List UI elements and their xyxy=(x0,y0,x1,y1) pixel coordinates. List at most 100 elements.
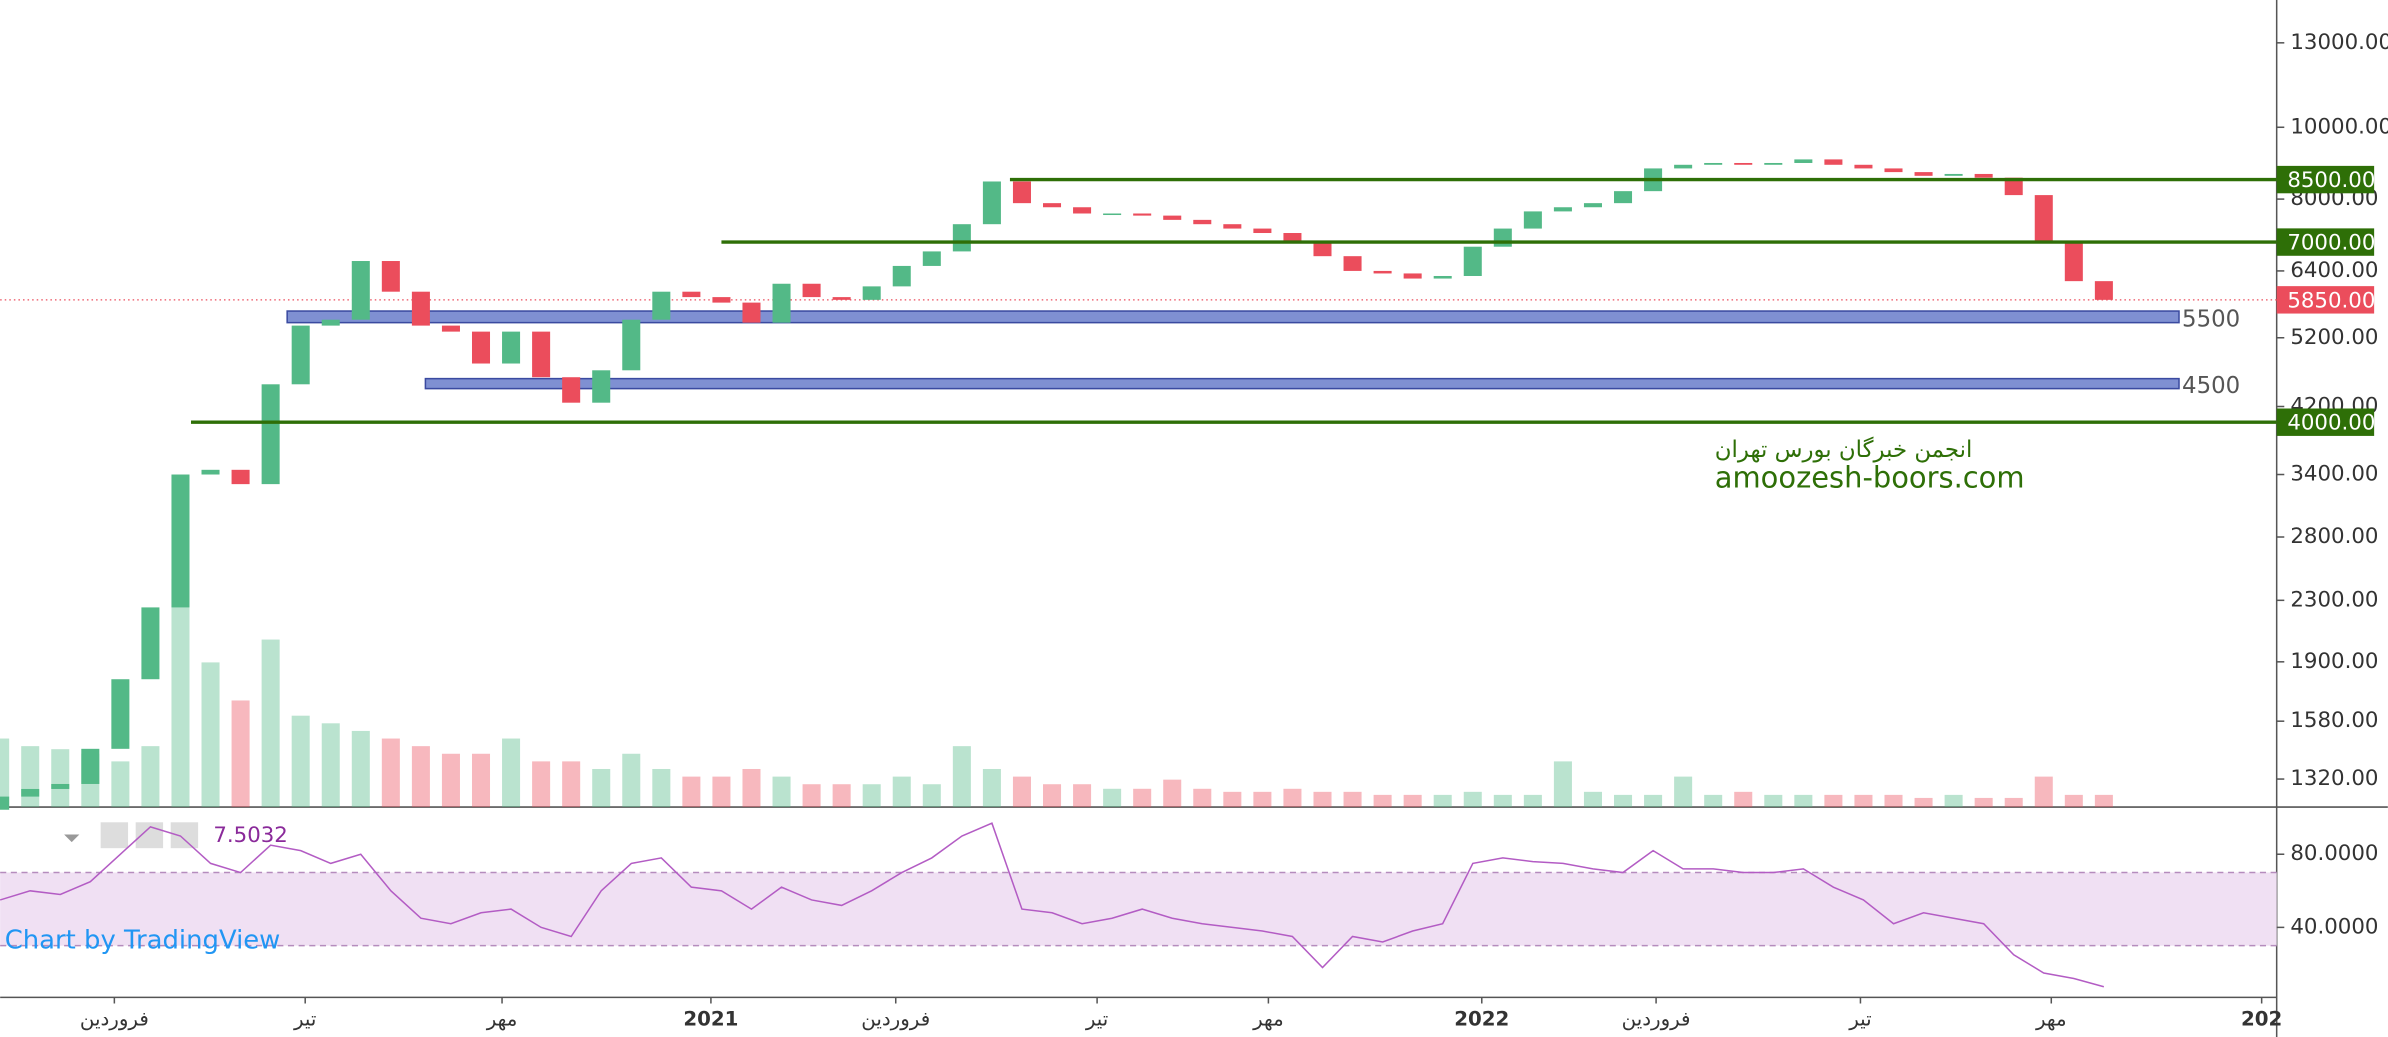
volume-bar xyxy=(952,746,971,808)
volume-bar xyxy=(982,768,1001,808)
volume-bar xyxy=(411,746,430,808)
volume-bar xyxy=(1073,784,1092,808)
candle-body xyxy=(1944,173,1963,176)
settings-icon[interactable] xyxy=(135,822,164,849)
volume-bar xyxy=(1974,797,1993,808)
candle-body xyxy=(1193,219,1212,225)
candle-body xyxy=(1734,162,1753,165)
candle-body xyxy=(1854,164,1873,169)
eye-icon[interactable] xyxy=(100,822,129,849)
candle-body xyxy=(1133,213,1152,216)
close-icon[interactable] xyxy=(170,822,199,849)
volume-bar xyxy=(1674,776,1693,808)
y-tick-label: 1320.00 xyxy=(2290,766,2378,791)
candle-body xyxy=(1523,211,1542,229)
volume-bar xyxy=(862,784,881,808)
candle-body xyxy=(1253,228,1272,234)
candle-body xyxy=(1043,203,1062,208)
candle-body xyxy=(51,783,70,789)
candle-body xyxy=(1493,228,1512,247)
x-tick-label: تیر xyxy=(293,1008,316,1031)
candle-body xyxy=(1403,273,1422,279)
candle-body xyxy=(441,325,460,332)
candle-body xyxy=(802,283,821,298)
indicator-toolbar xyxy=(64,822,199,849)
credit: Chart by TradingView xyxy=(5,926,281,956)
candle-body xyxy=(712,297,731,303)
candle-body xyxy=(2064,242,2083,282)
candle-body xyxy=(171,474,190,608)
candle-body xyxy=(411,291,430,326)
collapse-icon[interactable] xyxy=(64,834,80,843)
candle-body xyxy=(21,788,40,797)
volume-bar xyxy=(111,761,130,808)
volume-bar xyxy=(562,761,581,808)
candle-body xyxy=(1674,164,1693,169)
x-tick-label: 2022 xyxy=(1454,1008,1509,1031)
candle-body xyxy=(532,331,551,378)
volume-bar xyxy=(1463,791,1482,808)
volume-bar xyxy=(1914,797,1933,808)
volume-bar xyxy=(1944,794,1963,808)
rsi-band xyxy=(0,872,2277,946)
volume-bar xyxy=(1343,791,1362,808)
volume-bar xyxy=(1493,794,1512,808)
volume-bar xyxy=(622,753,641,808)
candle-body xyxy=(682,291,701,298)
marks: 13000.0010000.008000.006400.005200.00420… xyxy=(0,30,2388,1031)
candle-body xyxy=(1012,181,1031,204)
candle-body xyxy=(2094,281,2113,300)
volume-bar xyxy=(351,730,370,808)
candle-body xyxy=(2034,195,2053,243)
x-tick-label: تیر xyxy=(1085,1008,1108,1031)
candle-body xyxy=(562,377,581,403)
candle-body xyxy=(1223,224,1242,229)
volume-bar xyxy=(1734,791,1753,808)
x-tick-label: فروردین xyxy=(861,1008,930,1031)
y-tick-label: 13000.00 xyxy=(2290,30,2388,55)
candle-body xyxy=(742,302,761,323)
candle-body xyxy=(1433,275,1452,279)
candle-body xyxy=(141,607,160,680)
candle-body xyxy=(471,331,491,364)
y-tick-label: 10000.00 xyxy=(2290,114,2388,139)
candle-body xyxy=(952,224,971,252)
candle-body xyxy=(201,469,220,475)
candle-body xyxy=(1073,207,1092,214)
rsi-value: 7.5032 xyxy=(213,823,288,848)
candle-body xyxy=(81,748,100,784)
x-tick-label: مهر xyxy=(486,1008,518,1031)
volume-bar xyxy=(1553,761,1572,808)
volume-bar xyxy=(1313,791,1332,808)
volume-bar xyxy=(381,738,400,808)
volume-bar xyxy=(291,715,310,808)
y-tick-label: 1580.00 xyxy=(2290,708,2378,733)
y-tick-label: 2800.00 xyxy=(2290,524,2378,549)
volume-bar xyxy=(1704,794,1723,808)
volume-bar xyxy=(471,753,491,808)
volume-bar xyxy=(1433,794,1452,808)
volume-bar xyxy=(1583,791,1602,808)
y-tick-label: 3400.00 xyxy=(2290,462,2378,487)
candle-body xyxy=(1283,233,1302,243)
candle-body xyxy=(291,325,310,385)
candle-body xyxy=(622,319,641,371)
volume-bar xyxy=(1764,794,1783,808)
volume-bar xyxy=(1253,791,1272,808)
volume-bar xyxy=(201,662,220,808)
level-label-box xyxy=(2276,228,2375,256)
volume-bar xyxy=(1193,788,1212,808)
candle-body xyxy=(351,261,370,320)
candle-body xyxy=(982,181,1001,225)
x-tick-label: تیر xyxy=(1848,1008,1871,1031)
candle-body xyxy=(502,331,521,364)
candle-body xyxy=(1553,207,1572,212)
y-tick-label: 6400.00 xyxy=(2290,258,2378,283)
level-label: 8500.00 xyxy=(2287,168,2375,193)
volume-bar xyxy=(1373,794,1392,808)
volume-bar xyxy=(1644,794,1663,808)
volume-bar xyxy=(532,761,551,808)
y-tick-label: 1900.00 xyxy=(2290,649,2378,674)
candle-body xyxy=(321,319,340,326)
